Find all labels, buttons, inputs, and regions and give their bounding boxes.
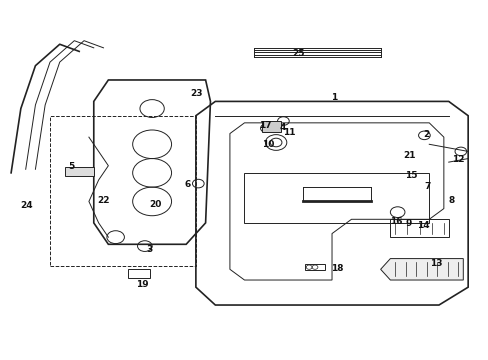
Text: 16: 16	[389, 217, 402, 226]
Text: 12: 12	[451, 155, 464, 164]
Text: 9: 9	[405, 219, 411, 228]
Text: 13: 13	[429, 260, 442, 269]
Text: 11: 11	[283, 128, 295, 137]
Text: 3: 3	[146, 245, 152, 254]
Bar	[50, 116, 196, 266]
Text: 17: 17	[259, 121, 271, 130]
Text: 4: 4	[279, 123, 285, 132]
Text: 20: 20	[149, 200, 162, 209]
Text: 7: 7	[424, 182, 430, 191]
Text: 18: 18	[330, 264, 343, 273]
Text: 21: 21	[403, 151, 415, 160]
Bar	[305, 264, 324, 270]
Text: 23: 23	[190, 89, 203, 98]
Polygon shape	[380, 258, 462, 280]
Bar	[389, 219, 448, 237]
Text: 15: 15	[404, 171, 417, 180]
Text: 2: 2	[423, 130, 429, 139]
Text: 1: 1	[331, 93, 337, 102]
Text: 10: 10	[261, 140, 273, 149]
Text: 24: 24	[20, 201, 33, 210]
Text: 6: 6	[183, 180, 190, 189]
Text: 14: 14	[416, 221, 428, 230]
Text: 8: 8	[448, 196, 454, 205]
Text: 19: 19	[136, 280, 148, 289]
Polygon shape	[64, 167, 94, 176]
Text: 25: 25	[292, 49, 305, 58]
Bar	[127, 269, 149, 278]
Bar	[261, 121, 281, 132]
Bar	[244, 173, 428, 223]
Text: 22: 22	[97, 196, 109, 205]
Text: 5: 5	[68, 162, 74, 171]
